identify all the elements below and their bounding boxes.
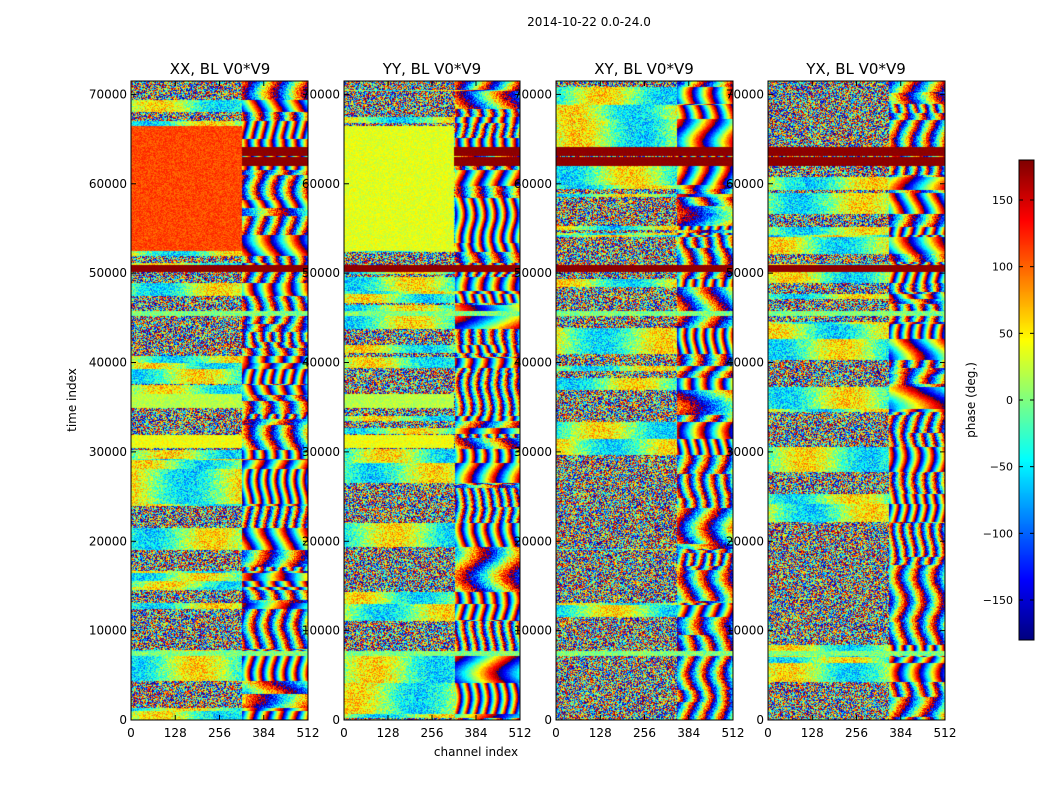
y-tick-label: 10000 bbox=[514, 624, 552, 638]
y-tick-label: 10000 bbox=[89, 624, 127, 638]
panel-3-heatmap bbox=[556, 81, 733, 720]
x-tick-label: 512 bbox=[509, 726, 532, 740]
y-tick-label: 0 bbox=[332, 713, 340, 727]
colorbar-tick-label: −50 bbox=[990, 461, 1013, 474]
y-tick-label: 60000 bbox=[514, 177, 552, 191]
y-tick-label: 20000 bbox=[89, 534, 127, 548]
x-tick-label: 256 bbox=[208, 726, 231, 740]
y-tick-label: 0 bbox=[119, 713, 127, 727]
x-tick-label: 256 bbox=[633, 726, 656, 740]
y-tick-label: 60000 bbox=[726, 177, 764, 191]
colorbar-tick-label: 50 bbox=[999, 327, 1013, 340]
panel-1: XX, BL V0*V9 0 128 256 384 512 0 10000 20000 300… bbox=[89, 60, 320, 740]
colorbar-label: phase (deg.) bbox=[964, 362, 978, 438]
colorbar-tick-label: 150 bbox=[992, 194, 1013, 207]
y-tick-label: 10000 bbox=[302, 624, 340, 638]
x-tick-label: 512 bbox=[297, 726, 320, 740]
y-tick-label: 50000 bbox=[514, 266, 552, 280]
y-tick-label: 60000 bbox=[302, 177, 340, 191]
x-tick-label: 384 bbox=[677, 726, 700, 740]
y-axis-label: time index bbox=[65, 368, 79, 432]
x-tick-label: 128 bbox=[801, 726, 824, 740]
y-tick-label: 40000 bbox=[514, 356, 552, 370]
x-tick-label: 256 bbox=[845, 726, 868, 740]
y-tick-label: 70000 bbox=[302, 87, 340, 101]
x-tick-label: 0 bbox=[552, 726, 560, 740]
x-tick-label: 384 bbox=[252, 726, 275, 740]
y-tick-label: 70000 bbox=[89, 87, 127, 101]
x-tick-label: 512 bbox=[934, 726, 957, 740]
x-tick-label: 512 bbox=[722, 726, 745, 740]
x-tick-label: 0 bbox=[127, 726, 135, 740]
y-tick-label: 50000 bbox=[726, 266, 764, 280]
colorbar-tick-label: 0 bbox=[1006, 394, 1013, 407]
panel-4-heatmap bbox=[768, 81, 945, 720]
y-tick-label: 30000 bbox=[302, 445, 340, 459]
x-tick-label: 256 bbox=[421, 726, 444, 740]
y-tick-label: 0 bbox=[756, 713, 764, 727]
x-tick-label: 0 bbox=[340, 726, 348, 740]
y-tick-label: 30000 bbox=[514, 445, 552, 459]
y-tick-label: 10000 bbox=[726, 624, 764, 638]
y-tick-label: 20000 bbox=[726, 534, 764, 548]
x-tick-label: 128 bbox=[164, 726, 187, 740]
panel-4-title: YX, BL V0*V9 bbox=[805, 60, 906, 78]
y-tick-label: 20000 bbox=[514, 534, 552, 548]
y-tick-label: 70000 bbox=[514, 87, 552, 101]
colorbar-gradient bbox=[1019, 160, 1034, 640]
y-tick-label: 40000 bbox=[726, 356, 764, 370]
x-axis-label: channel index bbox=[434, 745, 518, 759]
x-tick-label: 128 bbox=[589, 726, 612, 740]
colorbar-tick-label: −100 bbox=[983, 527, 1013, 540]
panel-2-title: YY, BL V0*V9 bbox=[382, 60, 481, 78]
panel-1-heatmap bbox=[131, 81, 308, 720]
y-tick-label: 60000 bbox=[89, 177, 127, 191]
y-tick-label: 50000 bbox=[89, 266, 127, 280]
x-tick-label: 384 bbox=[465, 726, 488, 740]
panel-3-title: XY, BL V0*V9 bbox=[594, 60, 694, 78]
colorbar: −150 −100 −50 0 50 100 150 phase (deg.) bbox=[964, 159, 1035, 641]
figure-suptitle: 2014-10-22 0.0-24.0 bbox=[527, 15, 651, 29]
x-tick-label: 384 bbox=[889, 726, 912, 740]
y-tick-label: 40000 bbox=[302, 356, 340, 370]
x-tick-label: 0 bbox=[764, 726, 772, 740]
x-tick-label: 128 bbox=[377, 726, 400, 740]
panel-1-title: XX, BL V0*V9 bbox=[170, 60, 271, 78]
y-tick-label: 0 bbox=[544, 713, 552, 727]
panel-2: YY, BL V0*V9 0 128 256 384 512 0 10000 20000 300… bbox=[302, 60, 532, 740]
y-tick-label: 70000 bbox=[726, 87, 764, 101]
y-tick-label: 30000 bbox=[726, 445, 764, 459]
panel-3: XY, BL V0*V9 0 128 256 384 512 0 10000 20000 300… bbox=[514, 60, 745, 740]
y-tick-label: 30000 bbox=[89, 445, 127, 459]
colorbar-tick-label: −150 bbox=[983, 594, 1013, 607]
y-tick-label: 20000 bbox=[302, 534, 340, 548]
colorbar-tick-label: 100 bbox=[992, 261, 1013, 274]
y-tick-label: 40000 bbox=[89, 356, 127, 370]
panel-4: YX, BL V0*V9 0 128 256 384 512 0 10000 20000 300… bbox=[726, 60, 957, 740]
y-tick-label: 50000 bbox=[302, 266, 340, 280]
panel-2-heatmap bbox=[344, 81, 520, 720]
